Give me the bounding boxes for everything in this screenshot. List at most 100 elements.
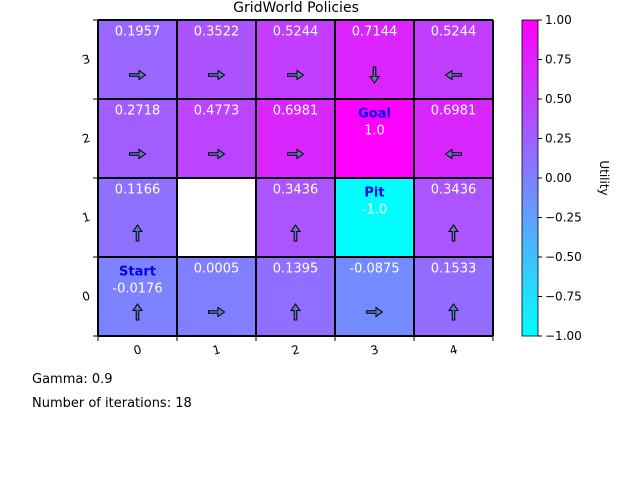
colorbar-tick-label: −1.00 [545,329,582,343]
cell-value-label: 0.3436 [431,183,477,198]
cell-fill [256,99,335,178]
cell-value-label: 0.3522 [194,25,240,40]
policy-arrow-up [448,224,459,242]
x-tick-label: 0 [132,342,143,358]
grid-cell: 0.0005 [177,257,256,336]
y-tick-label: 3 [81,52,92,68]
policy-arrow-right [129,69,147,81]
cell-value-label: 0.1166 [115,183,161,198]
cell-fill [98,257,177,336]
cell-fill [98,99,177,178]
cell-value-label: 0.6981 [273,104,319,119]
cell-value-label: -0.0875 [349,262,399,277]
cell-value-label: 0.6981 [431,104,477,119]
cell-fill [414,20,493,99]
policy-arrow-right [208,306,226,318]
axes: 0 1 2 3 4 3 2 1 0 [81,19,494,358]
cell-value-label: -0.0176 [112,282,162,297]
grid-cell: 0.1957 [98,20,177,99]
cell-fill [256,257,335,336]
policy-arrow-up [290,224,301,242]
x-tick-label: 4 [448,342,459,358]
colorbar-tick-label: 1.00 [545,13,572,27]
colorbar-label: Utility [597,160,611,195]
policy-arrow-right [287,148,305,160]
grid-cells: 0.1957 0.3522 0.5244 0.7144 0.5244 0.2718 0.47… [97,19,494,337]
cell-value-label: 0.1395 [273,262,319,277]
cell-fill [414,257,493,336]
grid-cell: 0.5244 [256,20,335,99]
grid-cell: Goal 1.0 [335,99,414,178]
grid-cell: 0.3436 [256,178,335,257]
grid-cell: 0.2718 [98,99,177,178]
policy-arrow-right [129,148,147,160]
policy-arrow-left [444,148,462,160]
cell-fill [177,178,256,257]
grid-cell: 0.1166 [98,178,177,257]
grid-cell: 0.6981 [256,99,335,178]
cell-value-label: 0.7144 [352,25,398,40]
policy-arrow-right [208,148,226,160]
x-tick-label: 2 [290,342,301,358]
cell-fill [98,178,177,257]
policy-arrow-up [132,224,143,242]
cell-fill [98,20,177,99]
cell-fill [177,99,256,178]
cell-value-label: 1.0 [364,124,385,139]
policy-arrow-right [366,306,384,318]
cell-value-label: 0.5244 [273,25,319,40]
grid-cell: 0.1533 [414,257,493,336]
colorbar-tick-label: 0.75 [545,53,572,67]
grid-cell: Pit -1.0 [335,178,414,257]
colorbar-gradient [521,19,539,337]
cell-value-label: 0.3436 [273,183,319,198]
cell-value-label: 0.2718 [115,104,161,119]
grid-cell: 0.6981 [414,99,493,178]
cell-value-label: 0.5244 [431,25,477,40]
cell-fill [177,257,256,336]
iterations-text: Number of iterations: 18 [32,396,192,411]
cell-name-label: Pit [364,186,384,201]
policy-arrow-left [444,69,462,81]
cell-fill [335,257,414,336]
colorbar: 1.00 0.75 0.50 0.25 0.00 −0.25 −0.50 −0.75 −1.00… [521,13,611,343]
cell-value-label: 0.0005 [194,262,240,277]
policy-arrow-up [132,303,143,321]
policy-arrow-up [290,303,301,321]
x-tick-label: 3 [369,342,380,358]
cell-value-label: 0.1957 [115,25,161,40]
policy-arrow-right [208,69,226,81]
colorbar-tick-label: 0.50 [545,92,572,106]
grid-cell: 0.3522 [177,20,256,99]
cell-fill [414,99,493,178]
grid-cell: Start -0.0176 [98,257,177,336]
cell-name-label: Start [119,265,156,280]
policy-arrow-up [448,303,459,321]
colorbar-tick-label: −0.50 [545,250,582,264]
gamma-text: Gamma: 0.9 [32,372,113,387]
y-tick-label: 2 [81,131,92,147]
colorbar-tick-label: −0.25 [545,211,582,225]
policy-arrow-right [287,69,305,81]
cell-value-label: 0.4773 [194,104,240,119]
grid-cell: 0.5244 [414,20,493,99]
colorbar-ticks: 1.00 0.75 0.50 0.25 0.00 −0.25 −0.50 −0.75 −1.00 [538,13,582,343]
cell-fill [335,178,414,257]
colorbar-tick-label: −0.75 [545,290,582,304]
y-tick-label: 1 [81,210,92,226]
grid-cell [177,178,256,257]
cell-name-label: Goal [358,107,391,122]
grid-cell: -0.0875 [335,257,414,336]
cell-fill [177,20,256,99]
cell-fill [256,178,335,257]
cell-fill [414,178,493,257]
grid-cell: 0.7144 [335,20,414,99]
cell-fill [335,99,414,178]
cell-value-label: 0.1533 [431,262,477,277]
grid-cell: 0.1395 [256,257,335,336]
y-tick-label: 0 [81,289,92,305]
grid-cell: 0.4773 [177,99,256,178]
colorbar-tick-label: 0.00 [545,171,572,185]
cell-fill [256,20,335,99]
